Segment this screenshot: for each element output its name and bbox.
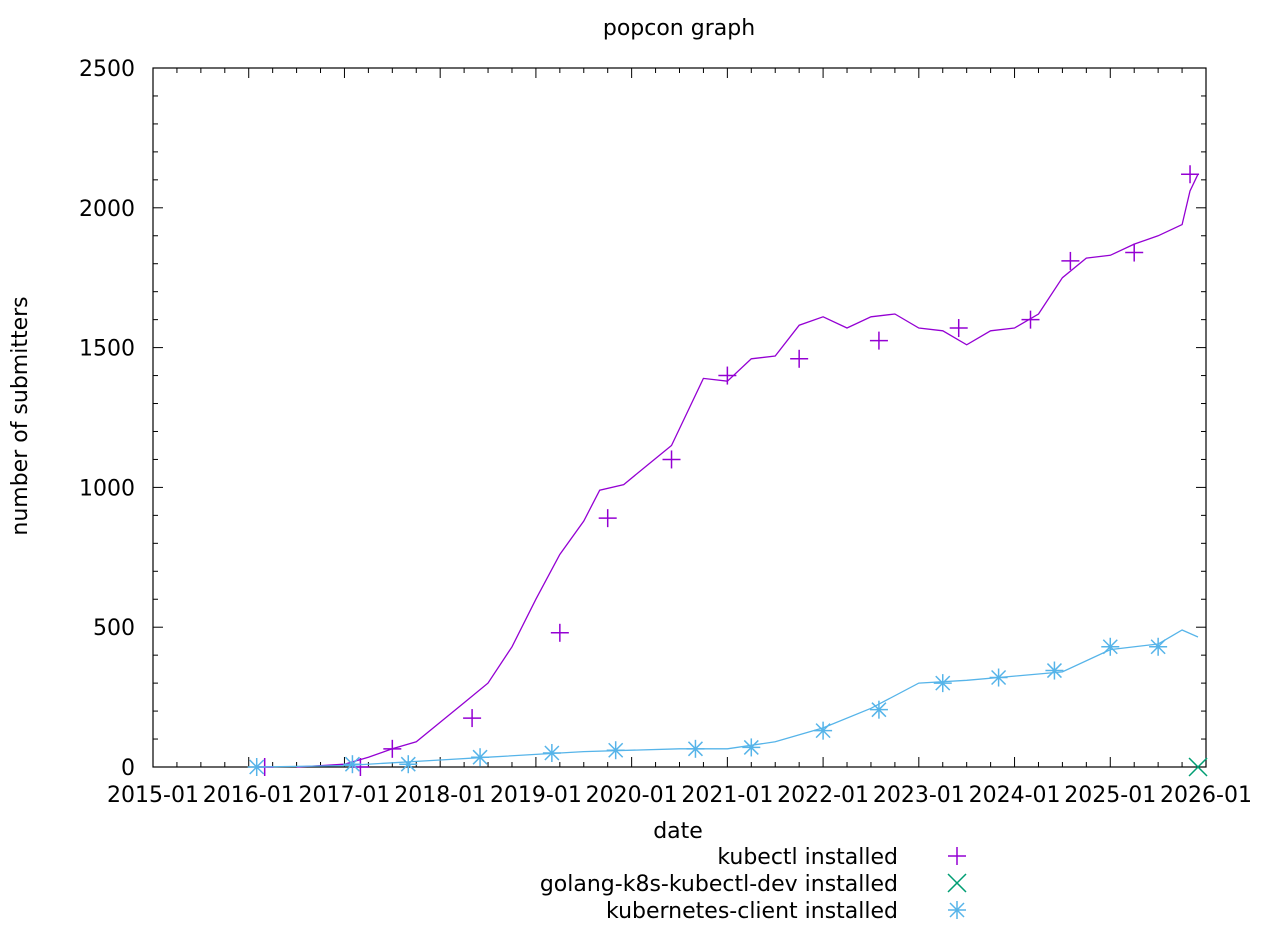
series-1: [1188, 757, 1208, 777]
data-point: [399, 755, 418, 774]
data-point: [1181, 165, 1200, 184]
y-tick-label: 2500: [79, 57, 135, 82]
x-tick-label: 2016-01: [203, 783, 295, 808]
x-tick-label: 2021-01: [681, 783, 773, 808]
chart-title: popcon graph: [603, 16, 755, 41]
data-point: [790, 349, 809, 368]
data-point: [463, 709, 482, 728]
data-point: [869, 331, 888, 350]
x-tick-label: 2019-01: [490, 783, 582, 808]
data-point: [869, 700, 888, 719]
data-point: [1125, 243, 1144, 262]
y-tick-label: 500: [93, 616, 135, 641]
data-point: [1021, 310, 1040, 329]
data-point: [1045, 661, 1064, 680]
data-point: [343, 755, 362, 774]
x-tick-label: 2020-01: [586, 783, 678, 808]
x-tick-label: 2018-01: [394, 783, 486, 808]
y-tick-label: 1000: [79, 476, 135, 501]
x-tick-label: 2026-01: [1160, 783, 1252, 808]
y-tick-label: 0: [121, 756, 135, 781]
y-tick-label: 2000: [79, 197, 135, 222]
data-point: [542, 744, 561, 763]
y-axis-label: number of submitters: [8, 296, 33, 535]
legend-marker: [947, 873, 967, 893]
data-point: [1061, 251, 1080, 270]
series-layer: [247, 165, 1208, 777]
data-point: [471, 748, 490, 767]
series-2: [247, 629, 1199, 776]
legend-label: kubernetes-client installed: [606, 899, 898, 924]
series-line: [256, 629, 1199, 768]
x-tick-label: 2023-01: [873, 783, 965, 808]
data-point: [989, 668, 1008, 687]
legend-marker: [948, 847, 966, 865]
axes: 0 500 1000 1500 2000 2500 2015-01 2016-01 2017-0…: [79, 57, 1252, 808]
data-point: [606, 741, 625, 760]
data-point: [1188, 757, 1208, 777]
x-tick-label: 2017-01: [298, 783, 390, 808]
series-line: [296, 173, 1199, 768]
data-point: [550, 623, 569, 642]
x-tick-label: 2022-01: [777, 783, 869, 808]
data-point: [598, 509, 617, 528]
y-tick-label: 1500: [79, 337, 135, 362]
data-point: [662, 450, 681, 469]
data-point: [949, 319, 968, 338]
data-point: [351, 758, 370, 776]
data-point: [814, 721, 833, 740]
data-point: [718, 366, 737, 385]
data-point: [247, 758, 266, 776]
series-0: [255, 165, 1200, 776]
legend-label: kubectl installed: [717, 845, 898, 870]
x-tick-label: 2025-01: [1064, 783, 1156, 808]
x-tick-label: 2015-01: [107, 783, 199, 808]
data-point: [742, 738, 761, 757]
plot-frame: [152, 67, 1207, 768]
x-tick-label: 2024-01: [969, 783, 1061, 808]
data-point: [1149, 637, 1168, 656]
legend: kubectl installedgolang-k8s-kubectl-dev …: [540, 845, 967, 924]
data-point: [686, 739, 705, 758]
data-point: [933, 674, 952, 693]
legend-label: golang-k8s-kubectl-dev installed: [540, 872, 898, 897]
data-point: [383, 739, 402, 758]
x-axis-label: date: [653, 819, 703, 844]
legend-marker: [948, 901, 966, 919]
data-point: [1101, 637, 1120, 656]
